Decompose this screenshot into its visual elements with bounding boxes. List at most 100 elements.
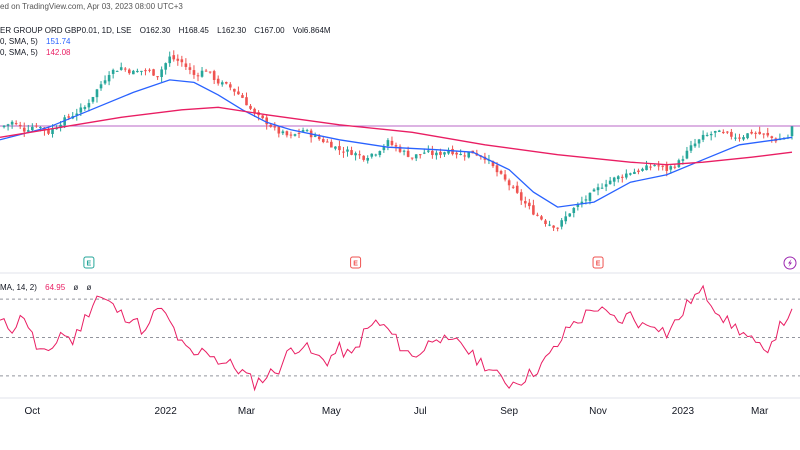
candle-body (418, 154, 422, 156)
candle-body (588, 192, 592, 201)
candle-body (528, 202, 531, 207)
candle-body (99, 84, 103, 89)
candle-body (136, 70, 139, 73)
candle-body (390, 140, 394, 145)
candle-body (657, 165, 660, 167)
candle-body (713, 130, 717, 133)
candle-body (398, 146, 402, 152)
x-tick-label: Mar (751, 406, 769, 417)
candle-body (119, 67, 123, 70)
candle-body (277, 126, 281, 134)
rsi-pane[interactable] (0, 284, 800, 392)
candle-body (584, 199, 588, 201)
candle-body (152, 69, 155, 76)
candle-body (592, 189, 596, 192)
candle-body (366, 157, 370, 161)
earnings-marker (83, 256, 95, 269)
rsi-legend: MA, 14, 2) 64.95 ø ø (0, 283, 91, 292)
candle-body (394, 145, 398, 147)
grid (0, 272, 800, 399)
candle-body (269, 124, 273, 127)
candle-body (402, 150, 406, 152)
candle-body (495, 165, 499, 173)
candle-body (435, 152, 438, 156)
low-value: 162.30 (221, 26, 247, 35)
candle-body (192, 70, 196, 75)
candle-body (459, 153, 462, 155)
candle-body (758, 131, 761, 135)
sma-fast-value: 151.74 (46, 37, 71, 46)
candle-body (580, 201, 584, 204)
candle-body (431, 150, 434, 155)
candle-body (414, 154, 418, 159)
candle-body (31, 126, 34, 131)
candle-body (673, 166, 677, 168)
candle-body (140, 70, 143, 72)
candle-body (689, 145, 693, 151)
x-tick-label: 2022 (155, 406, 178, 417)
candle-body (705, 134, 709, 136)
open-value: 162.30 (145, 26, 171, 35)
candle-body (91, 96, 95, 102)
candle-body (572, 208, 576, 214)
candle-body (350, 150, 353, 155)
candle-body (524, 201, 527, 204)
candle-body (338, 146, 341, 151)
candle-body (519, 192, 523, 201)
earnings-marker (592, 256, 604, 269)
candle-body (701, 134, 705, 140)
candle-body (451, 148, 454, 155)
candle-body (249, 105, 252, 109)
x-tick-label: 2023 (672, 406, 695, 417)
candle-body (261, 115, 264, 119)
candle-body (600, 187, 604, 189)
candle-body (717, 130, 721, 132)
candle-body (726, 131, 729, 133)
candle-body (447, 150, 450, 154)
candle-body (790, 126, 794, 137)
candle-body (224, 82, 228, 84)
candle-body (746, 133, 749, 139)
candle-body (762, 133, 766, 135)
rsi-na-2: ø (86, 283, 92, 292)
candle-body (281, 131, 285, 134)
candle-body (750, 131, 753, 134)
candle-body (245, 97, 248, 106)
close-value: 167.00 (260, 26, 285, 35)
published-caption: ed on TradingView.com, Apr 03, 2023 08:0… (0, 2, 183, 11)
candle-body (160, 69, 163, 78)
candle-body (378, 151, 382, 156)
candle-body (604, 184, 608, 187)
candle-body (427, 150, 430, 152)
candle-body (625, 173, 628, 178)
candle-body (511, 186, 515, 188)
candle-body (612, 177, 616, 182)
candle-body (156, 76, 159, 78)
vol-label: Vol (292, 26, 304, 35)
candle-body (693, 143, 697, 147)
candle-body (168, 56, 172, 64)
candle-body (265, 117, 268, 125)
candle-body (144, 70, 147, 72)
candle-body (330, 141, 333, 148)
candle-body (208, 71, 212, 73)
candle-body (620, 176, 624, 178)
candle-body (317, 136, 321, 140)
candle-body (499, 170, 503, 174)
candle-body (709, 134, 713, 136)
candle-body (374, 154, 378, 156)
candle-body (354, 153, 357, 156)
sma-fast-line (0, 79, 793, 208)
price-pane[interactable] (0, 50, 800, 232)
candle-body (633, 171, 636, 175)
candle-body (164, 63, 167, 70)
candle-body (212, 71, 216, 80)
candle-body (754, 132, 757, 134)
candle-body (653, 165, 656, 167)
candle-body (645, 165, 648, 171)
candle-body (176, 58, 180, 61)
candle-body (132, 70, 135, 75)
candle-body (18, 124, 22, 127)
ohlc-legend: ER GROUP ORD GBP0.01, 1D, LSE O162.30 H1… (0, 26, 331, 35)
